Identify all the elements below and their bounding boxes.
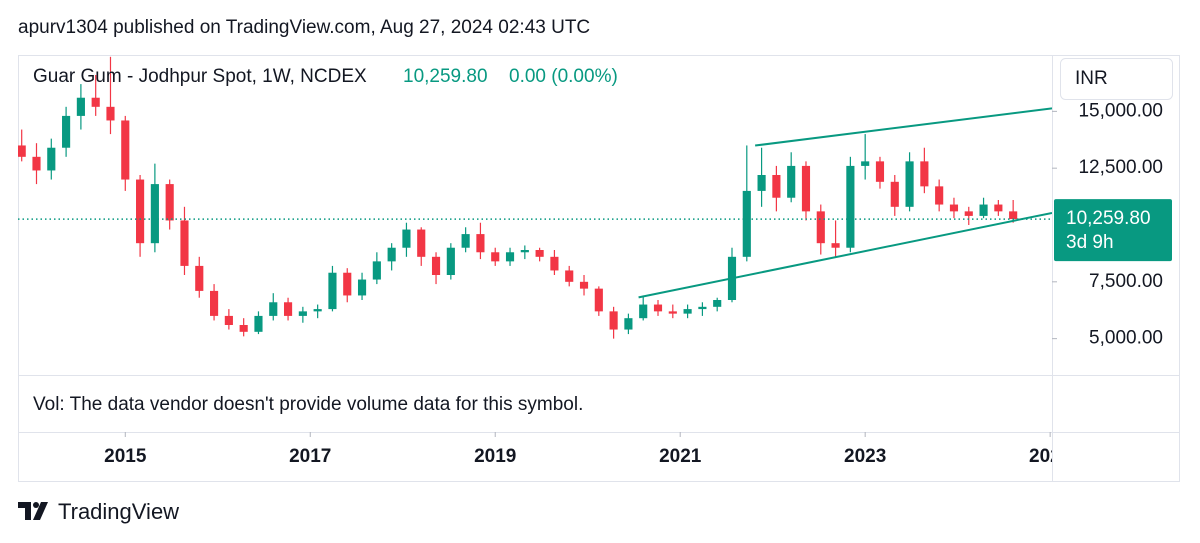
candle-body [831, 243, 840, 248]
candle-body [461, 234, 470, 248]
candle-body [639, 304, 648, 319]
trendline [638, 211, 1052, 299]
candle-body [195, 265, 204, 291]
axes: 2015 2017 2019 2021 2023 2025 5,000.00 7,500.00… [104, 100, 1172, 467]
candle-body [387, 247, 396, 262]
candle-body [343, 272, 352, 296]
candle-body [979, 204, 988, 216]
candle-body [624, 318, 633, 330]
brand-name: TradingView [58, 499, 179, 524]
candle-body [491, 252, 500, 262]
candle-body [313, 309, 322, 312]
candle-body [446, 247, 455, 275]
candle-body [32, 156, 41, 171]
currency-box[interactable] [1060, 58, 1173, 100]
candle-body [535, 250, 544, 257]
candle-body [47, 147, 56, 171]
candle-body [165, 184, 174, 221]
candle-body [757, 175, 766, 191]
candle-body [742, 190, 751, 257]
candle-body [402, 229, 411, 248]
candle-body [239, 325, 248, 332]
candle-body [861, 161, 870, 166]
candle-body [683, 309, 692, 314]
candle-body [372, 261, 381, 280]
candle-body [1009, 211, 1018, 220]
candle-body [772, 175, 781, 198]
candle-body [328, 272, 337, 310]
candle-body [431, 256, 441, 275]
candle-body [269, 302, 278, 316]
candle-body [846, 165, 855, 248]
x-tick-label: 2015 [104, 446, 147, 467]
candle-body [76, 97, 85, 116]
trendline [754, 107, 1052, 147]
candle-body [476, 234, 485, 253]
candle-body [150, 184, 159, 244]
brand-logo [18, 502, 48, 520]
y-tick-label: 12,500.00 [1078, 157, 1163, 178]
last-price-badge [1054, 199, 1172, 262]
candle-body [224, 315, 233, 325]
candle-body [136, 179, 145, 244]
candle-body [357, 279, 367, 296]
candle-body [180, 220, 189, 266]
candle-body [964, 211, 973, 216]
candle-body [417, 229, 426, 257]
candle-body [579, 281, 589, 289]
time-axis-labels: 2015 2017 2019 2021 2023 2025 [104, 432, 1072, 467]
x-tick-label: 2021 [659, 446, 702, 467]
candle-body [62, 115, 71, 148]
price-change: 0.00 (0.00%) [509, 66, 618, 87]
candle-body [106, 106, 115, 121]
candle-body [801, 165, 811, 212]
candle-body [520, 250, 529, 253]
chart-frame [18, 55, 1180, 482]
candle-body [890, 181, 899, 207]
candle-body [787, 165, 796, 198]
x-tick-label: 2025 [1029, 446, 1072, 467]
last-price-label: 10,259.80 [1066, 208, 1151, 229]
candle-body [565, 270, 574, 282]
x-tick-label: 2017 [289, 446, 331, 467]
candle-body [91, 97, 100, 107]
candle-body [298, 311, 307, 316]
candle-body [653, 304, 663, 312]
symbol-title: Guar Gum - Jodhpur Spot, 1W, NCDEX [33, 66, 367, 87]
x-tick-label: 2023 [844, 446, 886, 467]
candle-body [875, 161, 885, 182]
bar-countdown: 3d 9h [1066, 232, 1114, 253]
candle-body [698, 306, 707, 310]
candle-body [254, 315, 263, 332]
publisher-line: apurv1304 published on TradingView.com, … [18, 17, 590, 38]
candle-body [121, 120, 130, 180]
candle-body [505, 252, 515, 262]
candle-body [609, 311, 618, 330]
candle-body [920, 161, 929, 187]
candle-body [283, 302, 293, 316]
candle-body [668, 311, 677, 314]
y-tick-label: 7,500.00 [1089, 271, 1163, 292]
y-tick-label: 5,000.00 [1089, 328, 1163, 349]
candle-body [18, 145, 26, 157]
y-tick-label: 15,000.00 [1078, 100, 1163, 121]
candle-body [935, 186, 944, 205]
candle-body [594, 288, 603, 312]
volume-note: Vol: The data vendor doesn't provide vol… [33, 394, 583, 415]
plot-area [18, 56, 1052, 339]
candle-body [816, 211, 825, 244]
candle-body [713, 300, 722, 307]
candle-body [949, 204, 959, 212]
candle-body [994, 204, 1003, 212]
candle-body [550, 256, 559, 271]
last-price: 10,259.80 [403, 66, 488, 87]
candle-body [905, 161, 914, 207]
candle-body [210, 290, 219, 316]
x-tick-label: 2019 [474, 446, 516, 467]
currency[interactable]: INR [1075, 68, 1108, 89]
